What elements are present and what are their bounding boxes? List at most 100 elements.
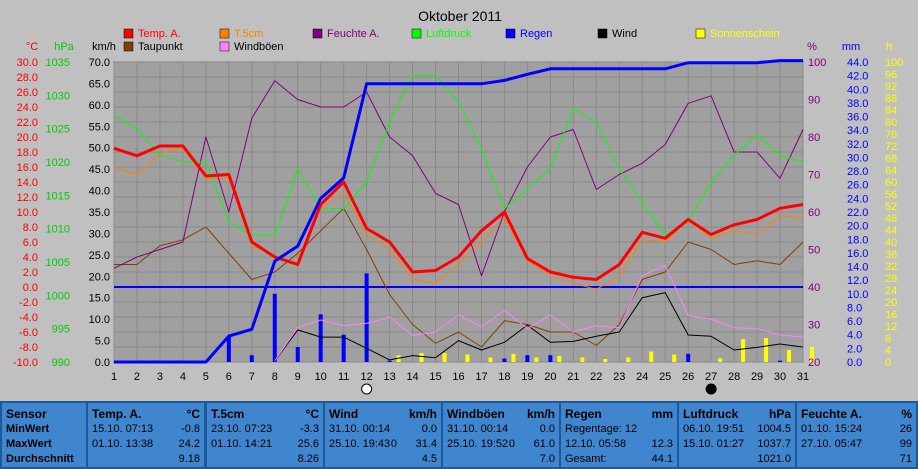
x-tick-label: 12 <box>361 371 373 383</box>
humidity-tick-label: 80 <box>808 132 820 144</box>
temp-unit-label: °C <box>26 41 38 53</box>
bar-sonnenschein <box>580 357 585 362</box>
axes: 1 2 3 4 5 6 7 8 9 10 11 12 13 14 15 16 17 18 19 20 21 22 23 24 2… <box>13 41 903 395</box>
rain-tick-label: 14.0 <box>847 262 868 274</box>
x-tick-label: 13 <box>383 371 395 383</box>
stats-min: 15.10. 07:13 -0.8 <box>92 423 200 435</box>
rain-tick-label: 36.0 <box>847 112 868 124</box>
stats-title: Feuchte A.% <box>801 407 912 421</box>
stats-min: 31.10. 00:14 0.0 <box>447 423 555 435</box>
legend-label: Temp. A. <box>138 28 181 40</box>
stats-max: 25.10. 19:52 0 61.0 <box>447 438 555 450</box>
x-tick-label: 27 <box>705 371 717 383</box>
humidity-tick-label: 60 <box>808 207 820 219</box>
sun-tick-label: 44 <box>885 225 897 237</box>
stats-avg: Gesamt: 44.1 <box>565 453 673 465</box>
bar-regen <box>295 347 300 362</box>
moon-new-icon <box>705 383 717 395</box>
rain-tick-label: 30.0 <box>847 152 868 164</box>
bar-sonnenschein <box>534 357 539 362</box>
bar-regen <box>548 355 553 362</box>
stats-panel-luftdruck: Luftdruck hPa 06.10. 19:51 1004.5 15.10. 01:… <box>679 403 795 467</box>
bar-sonnenschein <box>603 359 608 362</box>
stats-max: 01.10. 14:21 25.6 <box>211 438 319 450</box>
sun-tick-label: 24 <box>885 285 897 297</box>
stats-title: Regen mm <box>565 407 673 421</box>
stats-avg: 8.26 <box>297 453 319 465</box>
stats-min: 31.10. 00:14 0.0 <box>329 423 437 435</box>
legend-swatch <box>219 28 230 39</box>
wind-tick-label: 25.0 <box>89 250 110 262</box>
x-tick-label: 11 <box>338 371 349 383</box>
bar-regen <box>226 336 231 362</box>
sun-tick-label: 56 <box>885 189 897 201</box>
bar-sonnenschein <box>810 347 814 362</box>
sun-tick-label: 40 <box>885 237 897 249</box>
wind-tick-label: 45.0 <box>89 164 110 176</box>
sun-tick-label: 60 <box>885 177 897 189</box>
temp-tick-label: -6.0 <box>19 327 38 339</box>
moon-full-icon <box>361 383 373 395</box>
x-tick-label: 9 <box>295 371 301 383</box>
temp-tick-label: 4.0 <box>23 252 38 264</box>
x-tick-label: 26 <box>682 371 694 383</box>
temp-tick-label: 10.0 <box>17 207 38 219</box>
temp-tick-label: -10.0 <box>13 357 38 369</box>
legend-label: Taupunkt <box>138 41 183 53</box>
temp-tick-label: -2.0 <box>19 297 38 309</box>
sun-tick-label: 72 <box>885 141 897 153</box>
maxwert-label: MaxWert <box>6 438 52 450</box>
rain-tick-label: 2.0 <box>847 343 862 355</box>
pressure-tick-label: 1025 <box>46 124 70 136</box>
rain-tick-label: 40.0 <box>847 84 868 96</box>
stats-title: Luftdruck hPa <box>683 407 791 421</box>
sun-tick-label: 80 <box>885 117 897 129</box>
temp-tick-label: 16.0 <box>17 162 38 174</box>
rain-tick-label: 42.0 <box>847 71 868 83</box>
bar-sonnenschein <box>419 353 424 362</box>
sun-tick-label: 8 <box>885 333 891 345</box>
bar-sonnenschein <box>488 357 493 362</box>
temp-tick-label: 14.0 <box>17 177 38 189</box>
humidity-tick-label: 90 <box>808 95 820 107</box>
temp-tick-label: 20.0 <box>17 132 38 144</box>
temp-tick-label: 18.0 <box>17 147 38 159</box>
x-tick-label: 5 <box>203 371 209 383</box>
stats-avg: 1021.0 <box>757 453 791 465</box>
rain-tick-label: 32.0 <box>847 139 868 151</box>
humidity-tick-label: 30 <box>808 320 820 332</box>
rain-tick-label: 44.0 <box>847 57 868 69</box>
pressure-tick-label: 1015 <box>46 190 70 202</box>
series-regen <box>114 59 803 364</box>
rain-tick-label: 28.0 <box>847 166 868 178</box>
x-tick-label: 19 <box>521 371 533 383</box>
x-tick-label: 25 <box>659 371 671 383</box>
sun-tick-label: 68 <box>885 153 897 165</box>
legend-label: Regen <box>520 28 552 40</box>
temp-tick-label: 22.0 <box>17 117 38 129</box>
x-tick-label: 3 <box>157 371 163 383</box>
sensor-title: Sensor <box>6 407 47 421</box>
pressure-tick-label: 1005 <box>46 257 70 269</box>
wind-unit-label: km/h <box>92 41 116 53</box>
rain-tick-label: 8.0 <box>847 302 862 314</box>
x-tick-label: 15 <box>429 371 441 383</box>
wind-tick-label: 60.0 <box>89 100 110 112</box>
bar-regen <box>341 334 346 362</box>
x-tick-label: 2 <box>134 371 140 383</box>
stats-min: Regentage: 12 <box>565 423 638 435</box>
sun-tick-label: 100 <box>885 57 903 69</box>
bar-regen <box>778 360 783 362</box>
bar-sonnenschein <box>465 354 470 362</box>
bar-sonnenschein <box>787 350 792 362</box>
sun-tick-label: 20 <box>885 297 897 309</box>
wind-tick-label: 0.0 <box>95 357 110 369</box>
sun-tick-label: 0 <box>885 357 891 369</box>
rain-tick-label: 38.0 <box>847 98 868 110</box>
pressure-unit-label: hPa <box>54 41 74 53</box>
bar-sonnenschein <box>626 357 631 362</box>
weather-chart: 1 2 3 4 5 6 7 8 9 10 11 12 13 14 15 16 17 18 19 20 21 22 23 24 2… <box>13 8 903 395</box>
rain-tick-label: 0.0 <box>847 357 862 369</box>
sun-tick-label: 12 <box>885 321 897 333</box>
wind-tick-label: 50.0 <box>89 143 110 155</box>
